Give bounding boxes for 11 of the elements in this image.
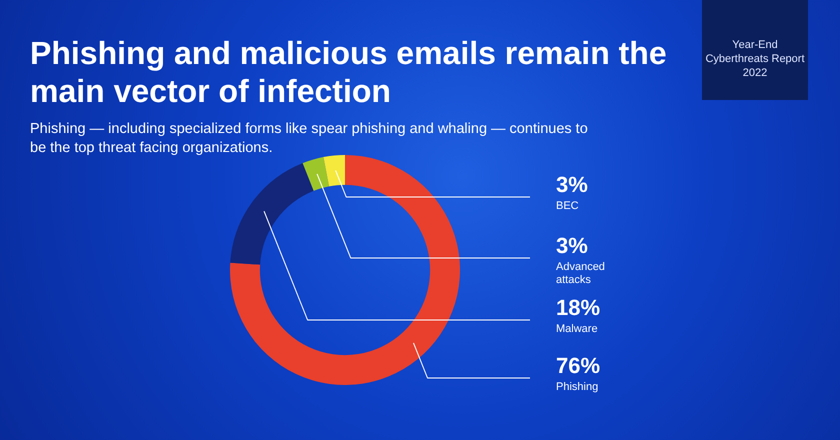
- chart-title: Phishing and malicious emails remain the main vector of infection: [30, 34, 668, 110]
- slice-label: Advanced attacks: [556, 261, 605, 286]
- slice-label: Malware: [556, 323, 598, 336]
- data-label: 3%: [556, 172, 588, 198]
- slice-label: BEC: [556, 200, 579, 212]
- text: Year-End Cyberthreats Report 2022: [702, 0, 808, 100]
- data-label: 18%: [556, 295, 600, 320]
- data-label: 3%: [556, 233, 588, 258]
- slice-label: Phishing: [556, 381, 598, 394]
- data-label: 76%: [556, 353, 600, 378]
- chart-subtitle: Phishing — including specialized forms like spear phishing and whaling — continues to be the top threat facing organizations.: [30, 120, 589, 158]
